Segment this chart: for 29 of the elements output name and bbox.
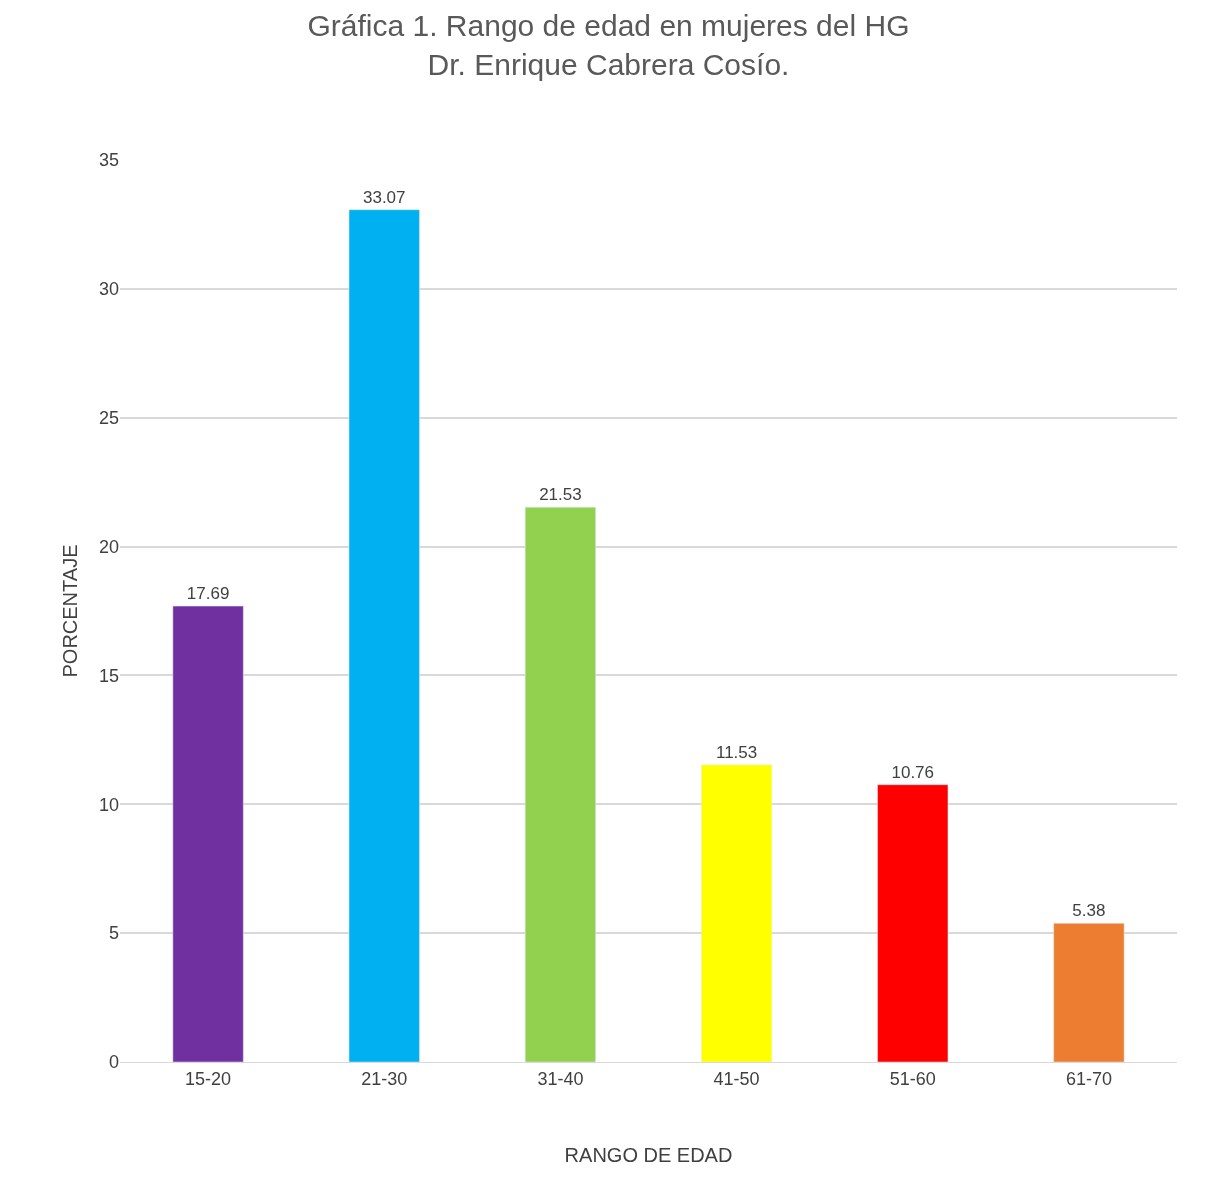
y-tick-label: 15 xyxy=(98,665,119,686)
bar xyxy=(877,784,949,1062)
bar xyxy=(1053,923,1125,1062)
y-axis-title: PORCENTAJE xyxy=(59,544,82,678)
x-tick-label: 21-30 xyxy=(361,1068,408,1089)
y-tick-label: 20 xyxy=(98,536,119,557)
x-tick-label: 51-60 xyxy=(889,1068,936,1089)
y-tick-label: 0 xyxy=(108,1052,119,1073)
data-label: 33.07 xyxy=(362,187,406,207)
x-tick-label: 41-50 xyxy=(713,1068,760,1089)
y-tick-label: 10 xyxy=(98,794,119,815)
bar xyxy=(701,764,773,1062)
x-tick-label: 31-40 xyxy=(537,1068,584,1089)
data-label: 10.76 xyxy=(891,762,935,782)
bar xyxy=(524,506,596,1062)
chart-title: Gráfica 1. Rango de edad en mujeres del HG Dr. Enrique Cabrera Cosío. xyxy=(307,8,910,81)
x-axis-title: RANGO DE EDAD xyxy=(564,1144,733,1167)
y-tick-label: 30 xyxy=(98,279,119,300)
bar xyxy=(348,209,420,1062)
data-label: 5.38 xyxy=(1072,901,1106,921)
data-label: 21.53 xyxy=(539,485,582,505)
bar xyxy=(172,605,244,1062)
y-tick-label: 25 xyxy=(98,408,119,429)
data-label: 11.53 xyxy=(715,742,758,762)
x-tick-label: 61-70 xyxy=(1065,1068,1112,1089)
y-tick-label: 5 xyxy=(108,923,119,944)
y-tick-label: 35 xyxy=(98,150,119,171)
data-label: 17.69 xyxy=(186,584,230,604)
x-tick-label: 15-20 xyxy=(185,1068,232,1089)
